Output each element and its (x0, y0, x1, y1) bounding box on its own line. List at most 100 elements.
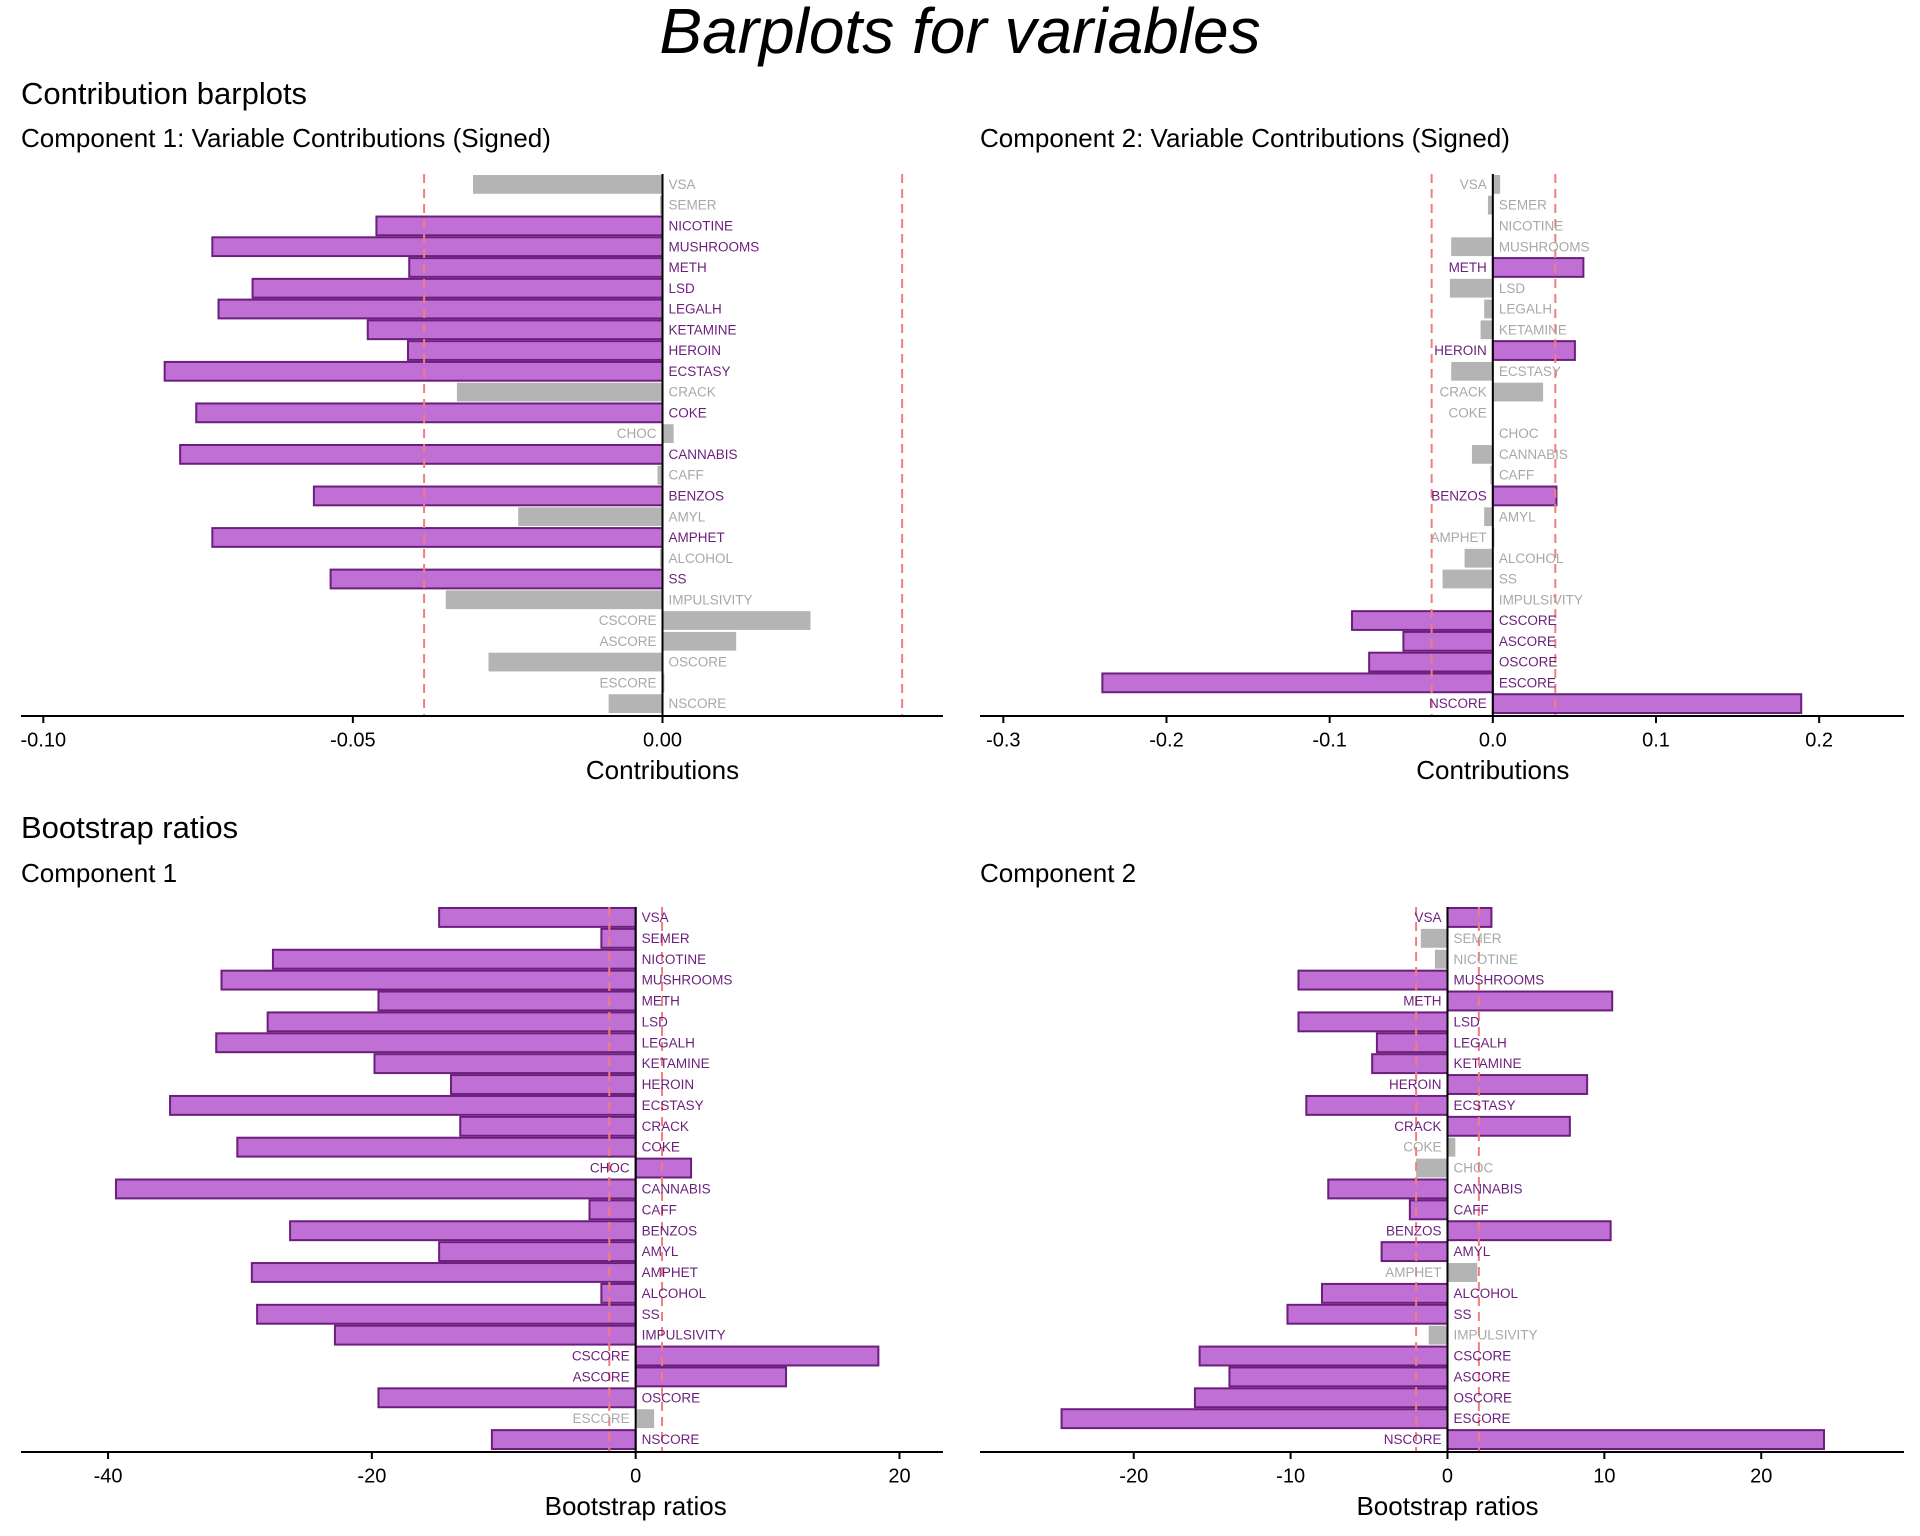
x-axis-label: Bootstrap ratios (1356, 1491, 1538, 1521)
bar (1487, 195, 1493, 215)
bar (445, 590, 663, 610)
bar (1286, 1303, 1449, 1325)
bar (366, 319, 664, 341)
bar (635, 1409, 655, 1429)
chart-title: Component 1: Variable Contributions (Sig… (21, 123, 551, 153)
bar (373, 1053, 637, 1075)
bar-label: ESCORE (573, 1411, 630, 1426)
bar (266, 1011, 637, 1033)
bar (1442, 569, 1493, 589)
bar (220, 969, 637, 991)
bar-label: VSA (1460, 177, 1487, 192)
bar (1228, 1366, 1449, 1388)
bar-label: COKE (1403, 1140, 1441, 1155)
bar (1193, 1387, 1449, 1409)
x-tick-label: -0.3 (986, 729, 1020, 751)
bar (657, 465, 663, 485)
bar-label: AMYL (668, 509, 705, 524)
bar-label: MUSHROOMS (642, 973, 733, 988)
bar (1371, 1053, 1449, 1075)
bar (1492, 382, 1544, 402)
bar (169, 1094, 637, 1116)
bar-label: IMPULSIVITY (668, 592, 752, 607)
bar-label: HEROIN (1434, 343, 1487, 358)
bar-label: SS (668, 572, 686, 587)
bar-label: ESCORE (1499, 675, 1556, 690)
bar (1446, 1429, 1825, 1450)
bar-label: SEMER (1499, 198, 1547, 213)
section-title: Contribution barplots (21, 76, 307, 111)
x-tick-label: 0.00 (643, 729, 682, 751)
bar (1451, 361, 1493, 381)
bar-label: SS (1453, 1307, 1471, 1322)
bar (251, 277, 664, 299)
bar-label: LSD (1499, 281, 1526, 296)
bar-label: CRACK (642, 1119, 689, 1134)
x-tick-label: -20 (1119, 1465, 1148, 1487)
bar-label: SEMER (1453, 931, 1501, 946)
bar-label: MUSHROOMS (1499, 239, 1590, 254)
bar (179, 444, 664, 465)
x-tick-label: -0.10 (20, 729, 66, 751)
bar (660, 548, 663, 568)
x-tick-label: -0.1 (1312, 729, 1346, 751)
bar-label: CRACK (1394, 1119, 1441, 1134)
bar (333, 1324, 637, 1346)
bar-label: METH (668, 260, 706, 275)
bar-label: CHOC (617, 426, 657, 441)
bar-label: ECSTASY (642, 1098, 704, 1113)
x-tick-label: 20 (1750, 1465, 1772, 1487)
bar-label: CAFF (668, 468, 703, 483)
bar (1491, 693, 1803, 715)
figure-title: Barplots for variables (659, 0, 1260, 67)
bar-label: IMPULSIVITY (642, 1328, 726, 1343)
bar-label: CRACK (1440, 385, 1487, 400)
bar (1416, 1158, 1448, 1178)
x-axis-label: Contributions (1416, 755, 1569, 785)
bar (1491, 485, 1558, 507)
bar-label: BENZOS (668, 488, 724, 503)
bar-label: OSCORE (642, 1390, 701, 1405)
bar-label: NICOTINE (1499, 218, 1564, 233)
bar-label: KETAMINE (642, 1056, 710, 1071)
bar (662, 424, 674, 443)
bar (163, 360, 664, 382)
bar-label: MUSHROOMS (1453, 973, 1544, 988)
bar (634, 1157, 693, 1179)
bar-label: CSCORE (1453, 1349, 1511, 1364)
bar (271, 948, 637, 970)
bar-label: ALCOHOL (668, 551, 733, 566)
chart-title: Component 2 (980, 858, 1136, 888)
bar-label: IMPULSIVITY (1453, 1328, 1537, 1343)
bar-label: SS (642, 1307, 660, 1322)
bar-label: ESCORE (599, 675, 656, 690)
x-tick-label: 20 (888, 1465, 910, 1487)
bar (1446, 1220, 1612, 1242)
bar (1480, 320, 1493, 340)
bar-label: SEMER (668, 198, 716, 213)
x-tick-label: -0.05 (330, 729, 376, 751)
bar-label: NSCORE (1384, 1432, 1442, 1447)
bar (1420, 928, 1448, 948)
bar-label: CAFF (1453, 1202, 1488, 1217)
bar-label: NSCORE (1429, 696, 1487, 711)
bar (377, 1387, 637, 1409)
x-tick-label: 10 (1593, 1465, 1615, 1487)
bar-label: ASCORE (573, 1369, 630, 1384)
bar (662, 611, 811, 630)
bar-label: CHOC (1453, 1161, 1493, 1176)
bar-label: CRACK (668, 385, 715, 400)
x-tick-label: 0.0 (1479, 729, 1507, 751)
bar (1446, 990, 1614, 1012)
bar (217, 298, 664, 320)
bar (375, 215, 664, 237)
bar (236, 1136, 637, 1158)
bar-label: ASCORE (1453, 1369, 1510, 1384)
bar-label: OSCORE (1453, 1390, 1512, 1405)
bar-label: CAFF (642, 1202, 677, 1217)
bar-label: CSCORE (1499, 613, 1557, 628)
bar (518, 507, 663, 527)
bar-label: AMYL (642, 1244, 679, 1259)
bar-label: AMPHET (668, 530, 724, 545)
bar-label: LSD (668, 281, 695, 296)
